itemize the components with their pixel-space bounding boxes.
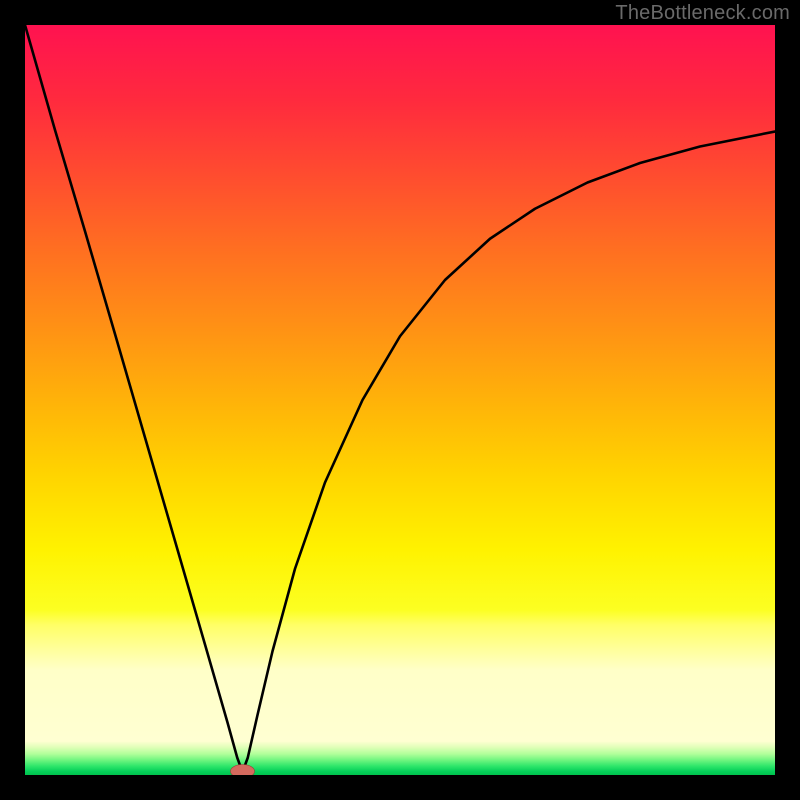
chart-container: TheBottleneck.com — [0, 0, 800, 800]
watermark-text: TheBottleneck.com — [615, 2, 790, 25]
bottleneck-chart — [25, 25, 775, 775]
plot-area — [25, 25, 775, 775]
gradient-background — [25, 25, 775, 775]
